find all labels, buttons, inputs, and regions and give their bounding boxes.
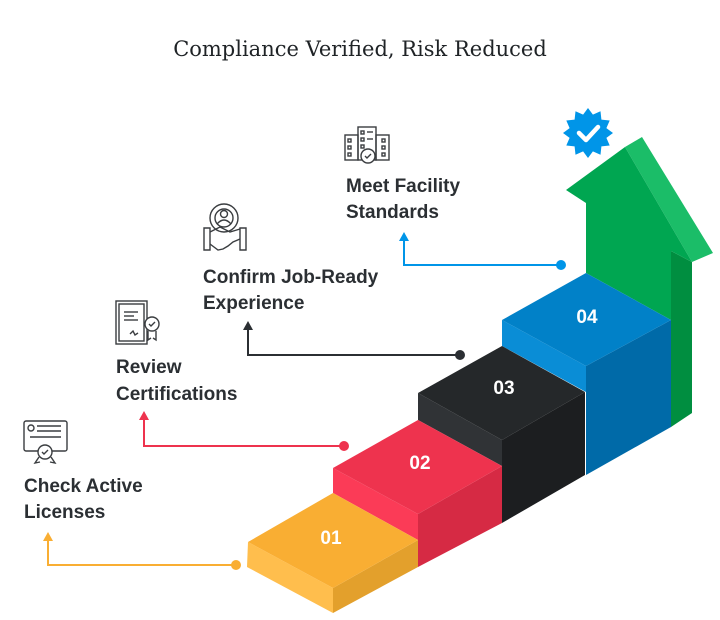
connector-step-02	[139, 411, 349, 451]
certificate-icon	[115, 300, 160, 345]
connector-step-03	[243, 321, 465, 360]
step-01-number: 01	[320, 528, 342, 549]
diagram-title: Compliance Verified, Risk Reduced	[173, 37, 547, 61]
connector-step-01	[43, 532, 241, 570]
step-03-label: Confirm Job-Ready Experience	[203, 267, 384, 314]
step-02-number: 02	[409, 453, 430, 474]
step-04-block: 04	[502, 273, 671, 475]
step-04-number: 04	[576, 307, 598, 328]
step-01-label: Check Active Licenses	[24, 476, 148, 523]
step-01-block: 01	[247, 493, 418, 613]
license-card-icon	[23, 420, 68, 465]
growth-arrow	[566, 137, 713, 427]
verified-check-badge-icon	[563, 108, 613, 158]
building-check-icon	[344, 126, 390, 164]
step-04-label: Meet Facility Standards	[346, 176, 465, 223]
step-02-block: 02	[333, 420, 502, 567]
step-03-block: 03	[418, 346, 585, 523]
connector-step-04	[399, 232, 566, 270]
step-02-label: Review Certifications	[116, 357, 237, 405]
gear-handshake-icon	[203, 203, 247, 251]
step-03-number: 03	[493, 378, 514, 399]
